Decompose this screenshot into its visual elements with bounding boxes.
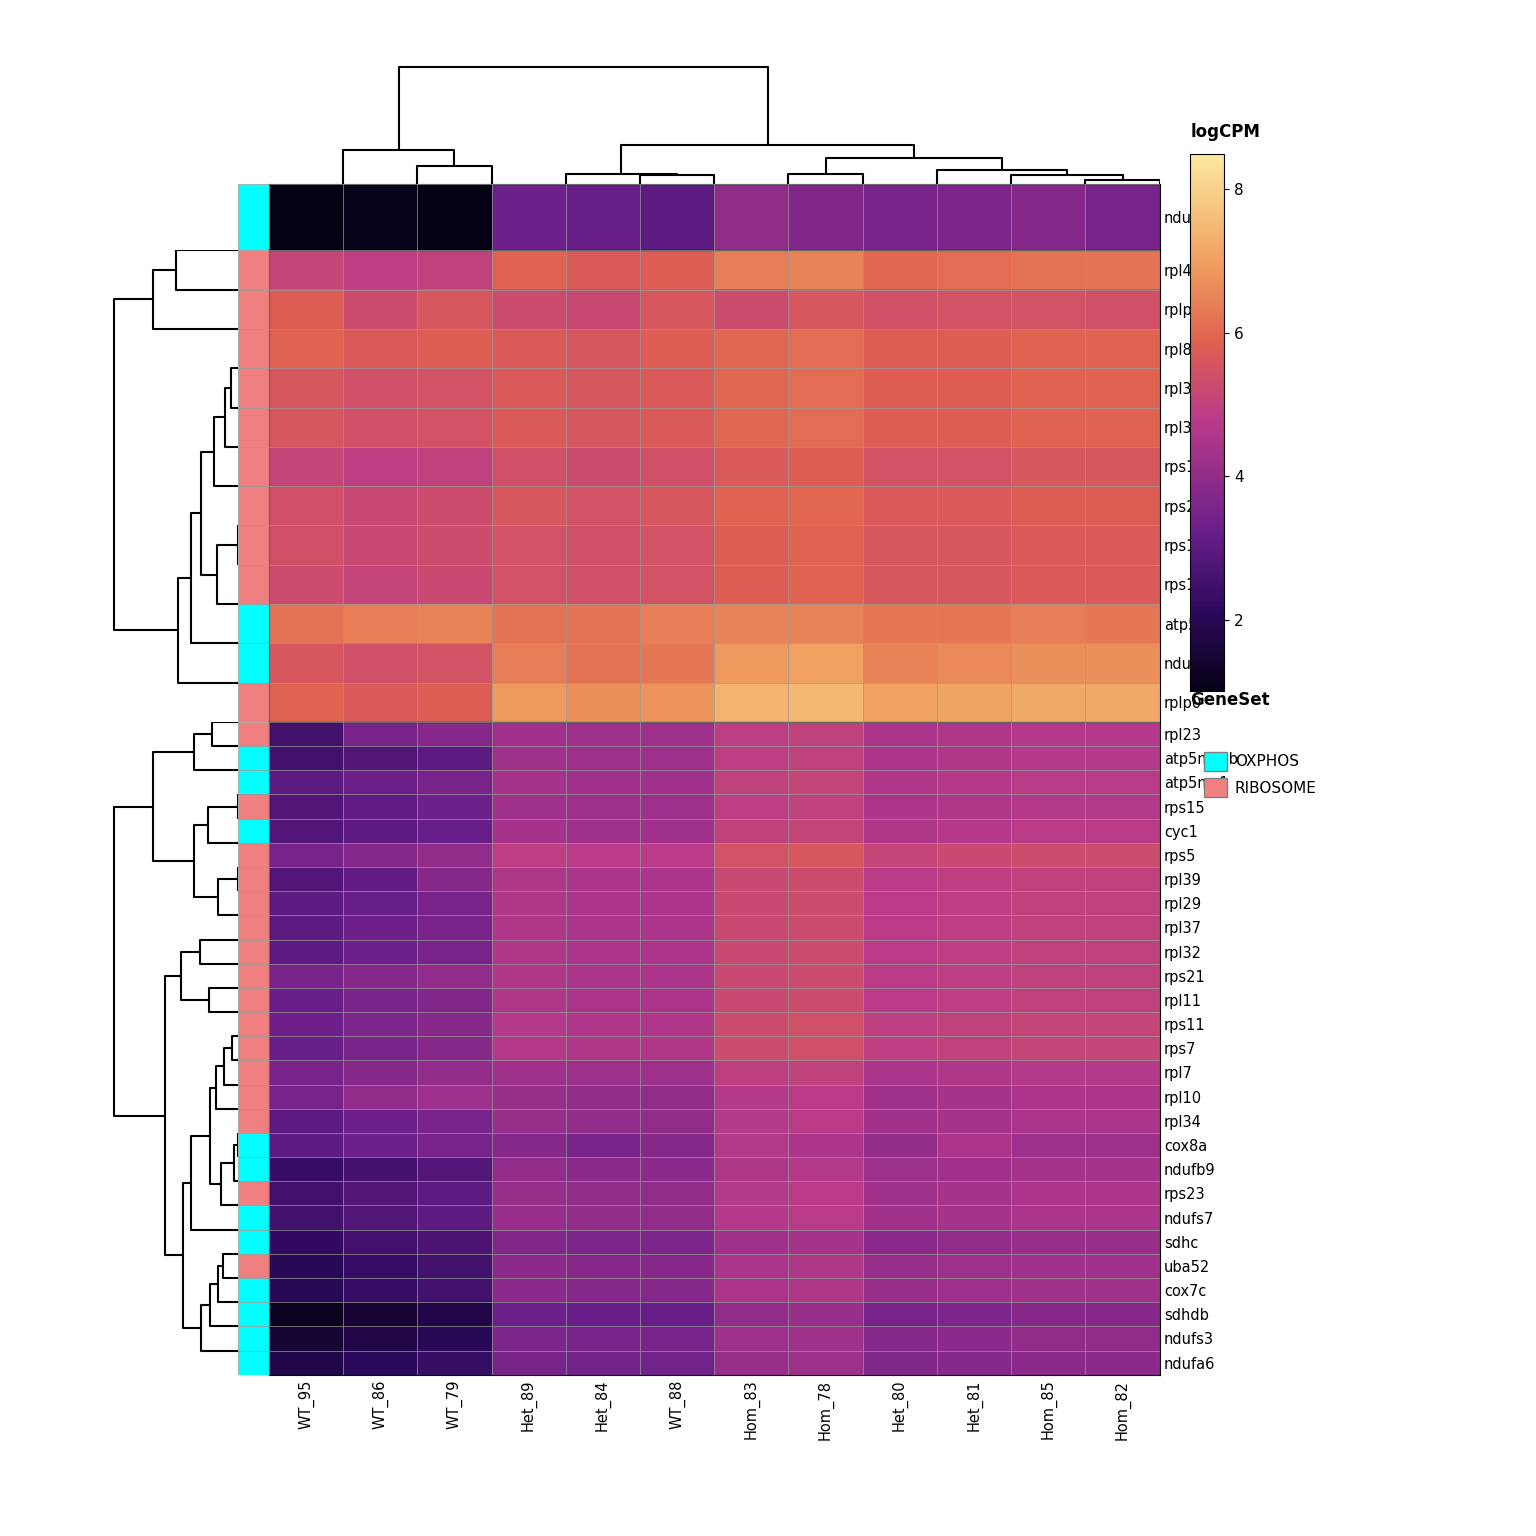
Bar [238, 1084, 269, 1109]
Bar [238, 1278, 269, 1303]
Bar [238, 843, 269, 866]
Bar [238, 794, 269, 819]
Bar [238, 1181, 269, 1206]
Bar [238, 525, 269, 565]
Bar [238, 1037, 269, 1060]
Bar [238, 1327, 269, 1350]
Bar [238, 1350, 269, 1375]
Bar [238, 1253, 269, 1278]
Bar [238, 1109, 269, 1134]
Bar [238, 644, 269, 682]
Bar [238, 1230, 269, 1253]
Bar [238, 819, 269, 843]
Bar [238, 1134, 269, 1157]
Legend: OXPHOS, RIBOSOME: OXPHOS, RIBOSOME [1198, 746, 1322, 803]
Bar [238, 1303, 269, 1327]
Bar [238, 485, 269, 525]
Text: GeneSet: GeneSet [1190, 691, 1270, 710]
Bar [238, 682, 269, 722]
Bar [238, 604, 269, 644]
Bar [238, 250, 269, 290]
Bar [238, 988, 269, 1012]
Bar [238, 891, 269, 915]
Bar [238, 1206, 269, 1230]
Bar [238, 407, 269, 447]
Bar [238, 1157, 269, 1181]
Bar [238, 770, 269, 794]
Bar [238, 915, 269, 940]
Bar [238, 940, 269, 963]
Bar [238, 329, 269, 369]
Bar [238, 369, 269, 407]
Bar [238, 1012, 269, 1037]
Bar [238, 1060, 269, 1084]
Bar [238, 866, 269, 891]
Bar [238, 746, 269, 770]
Text: logCPM: logCPM [1190, 123, 1260, 141]
Bar [238, 447, 269, 485]
Bar [238, 722, 269, 746]
Bar [238, 565, 269, 604]
Bar [238, 290, 269, 329]
Bar [238, 963, 269, 988]
